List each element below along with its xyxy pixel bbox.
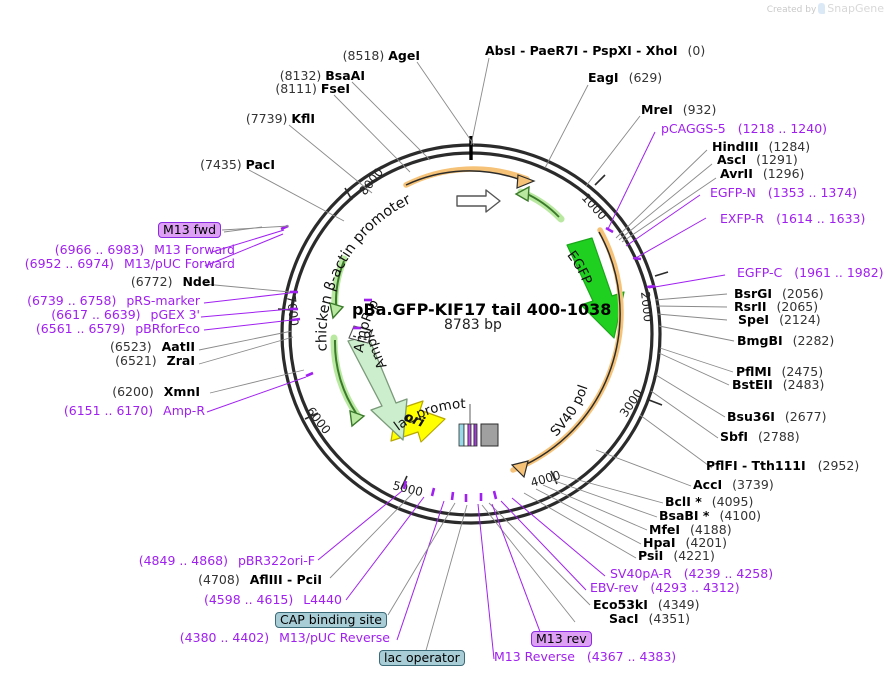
tick-1000: 1000 [579, 191, 610, 223]
primer-chip-m13-rev[interactable]: M13 rev [531, 631, 592, 647]
feature-label-lac-promoter: lac promoter [0, 0, 466, 434]
tick-7000: 7000 [284, 295, 301, 327]
leader-lines-right-lower [500, 497, 606, 591]
primer-label-pbr322ori-f: (4849 .. 4868) pBR322ori-F [138, 553, 315, 568]
enzyme-label-zrai: (6521) ZraI [115, 353, 195, 368]
enzyme-label-absi-group: AbsI - PaeR7I - PspXI - XhoI (0) [485, 43, 706, 58]
primer-label-egfp-n: EGFP-N (1353 .. 1374) [710, 185, 858, 200]
feature-sv40-polya-arc [510, 227, 624, 479]
feature-label-ori: ori [402, 409, 427, 431]
primer-label-l4440: (4598 .. 4615) L4440 [203, 592, 342, 607]
primer-label-m13puc-forward: (6952 .. 6974) M13/pUC Forward [24, 256, 235, 271]
tick-2000: 2000 [638, 291, 655, 323]
enzyme-label-bstefi: BstEII (2483) [732, 377, 825, 392]
feature-open-arrow-top [456, 189, 501, 213]
enzyme-label-rsrii: RsrII (2065) [734, 299, 819, 314]
enzyme-label-aflii-pcii: (4708) AflIII - PciI [198, 572, 322, 587]
enzyme-label-hpai: HpaI (4201) [643, 535, 728, 550]
enzyme-label-mrei: MreI (932) [641, 102, 717, 117]
enzyme-label-avrii: AvrII (1296) [720, 166, 805, 181]
enzyme-label-sbfi: SbfI (2788) [720, 429, 800, 444]
feature-ampr-outline-arrow [330, 334, 366, 428]
enzyme-label-hindiii: HindIII (1284) [712, 139, 811, 154]
enzyme-label-bcli: BclI * (4095) [665, 494, 754, 509]
primer-label-exfp-r: EXFP-R (1614 .. 1633) [720, 211, 866, 226]
primer-label-sv40pa-r: SV40pA-R (4239 .. 4258) [610, 566, 774, 581]
feature-ampr-arrow [347, 325, 408, 441]
snapgene-logo-icon [818, 3, 826, 14]
leader-lines-right-mid [523, 293, 735, 559]
enzyme-label-bsabi: BsaBI * (4100) [659, 508, 762, 523]
enzyme-label-xmni: (6200) XmnI [112, 384, 200, 399]
primer-label-ebv-rev: EBV-rev (4293 .. 4312) [590, 580, 740, 595]
enzyme-label-psii: PsiI (4221) [638, 548, 715, 563]
enzyme-label-pflfi-tth111i: PflFI - Tth111I (2952) [706, 458, 860, 473]
enzyme-label-eco53ki: Eco53kI (4349) [593, 597, 700, 612]
enzyme-label-aatii: (6523) AatII [110, 339, 195, 354]
enzyme-label-asci: AscI (1291) [717, 152, 798, 167]
primer-label-pbrforeco: (6561 .. 6579) pBRforEco [35, 321, 200, 336]
primer-chip-m13-fwd[interactable]: M13 fwd [158, 222, 222, 238]
leader-lines-left [198, 225, 307, 413]
feature-chip-lac-operator[interactable]: lac operator [379, 650, 465, 666]
plasmid-length-label: 8783 bp [444, 317, 502, 333]
feature-small-green-arrow-top-right [514, 185, 565, 223]
enzyme-label-paci: (7435) PacI [200, 157, 275, 172]
watermark-brand: SnapGene [827, 2, 884, 15]
enzyme-label-acci: AccI (3739) [693, 477, 774, 492]
leader-lines-right-upper [607, 131, 726, 289]
watermark-prefix: Created by [766, 5, 817, 15]
enzyme-label-saci: SacI (4351) [609, 611, 691, 626]
enzyme-label-bsu36i: Bsu36I (2677) [727, 409, 827, 424]
enzyme-label-eagi: EagI (629) [588, 70, 663, 85]
enzyme-label-fsei: (8111) FseI [275, 81, 350, 96]
leader-lines-bottom-right [481, 502, 591, 623]
enzyme-label-pflmi: PflMI (2475) [736, 364, 824, 379]
primer-label-amp-r: (6151 .. 6170) Amp-R [63, 403, 205, 418]
leader-lines-top-center [470, 57, 641, 187]
enzyme-label-mfei: MfeI (4188) [649, 522, 732, 537]
leader-lines-top-left [248, 61, 475, 222]
enzyme-label-bsaai: (8132) BsaAI [279, 68, 365, 83]
leader-lines-bottom-gray [329, 493, 468, 655]
primer-label-pcaggs-5: pCAGGS-5 (1218 .. 1240) [661, 121, 828, 136]
plasmid-name-title: pBa.GFP-KIF17 tail 400-1038 [352, 300, 612, 319]
enzyme-label-bsrgi: BsrGI (2056) [734, 286, 824, 301]
primer-label-m13puc-reverse: (4380 .. 4402) M13/pUC Reverse [179, 630, 390, 645]
primer-label-pgex-3: (6617 .. 6639) pGEX 3' [51, 307, 200, 322]
primer-label-m13-forward: (6966 .. 6983) M13 Forward [54, 242, 235, 257]
primer-ticks-on-backbone [280, 224, 656, 502]
enzyme-label-agei: (8518) AgeI [342, 48, 420, 63]
enzyme-label-bmgbi: BmgBI (2282) [737, 333, 835, 348]
primer-label-egfp-c: EGFP-C (1961 .. 1982) [737, 265, 884, 280]
enzyme-label-spei: SpeI (2124) [738, 312, 821, 327]
feature-polya-block-icon [458, 404, 499, 447]
enzyme-label-ndei: (6772) NdeI [130, 274, 215, 289]
feature-ampr-promoter-arrow [329, 255, 348, 320]
feature-chicken-beta-actin-promoter-arc [403, 166, 536, 189]
primer-label-prs-marker: (6739 .. 6758) pRS-marker [27, 293, 200, 308]
snapgene-watermark: Created by SnapGene [767, 2, 884, 15]
primer-label-m13-reverse: M13 Reverse (4367 .. 4383) [494, 649, 677, 664]
enzyme-label-kfli: (7739) KflI [245, 111, 315, 126]
leader-lines-bottom [317, 490, 543, 660]
feature-chip-cap-binding-site[interactable]: CAP binding site [275, 612, 387, 628]
